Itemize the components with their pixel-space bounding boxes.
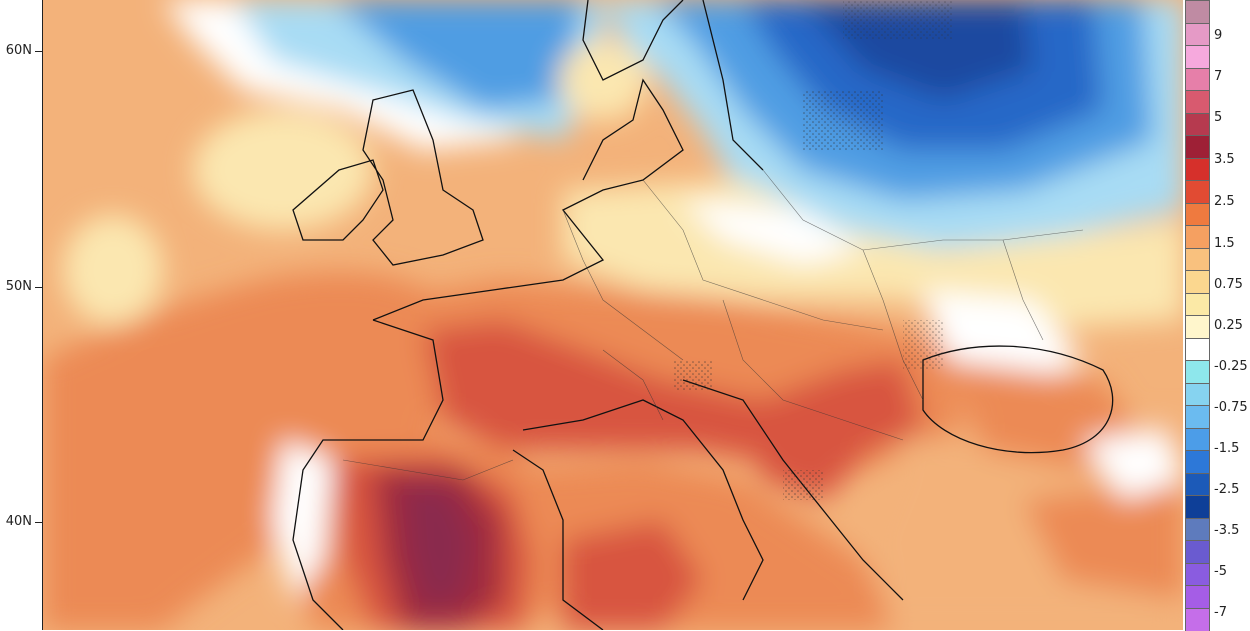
- britain-coast: [362, 89, 484, 266]
- legend-color-swatch: [1185, 337, 1210, 361]
- legend-color-swatch: [1185, 450, 1210, 473]
- balkans-red: [743, 410, 863, 500]
- legend-color-swatch: [1185, 472, 1210, 496]
- latitude-label-50n: 50N: [5, 279, 32, 294]
- legend-color-swatch: [1185, 90, 1210, 113]
- legend-color-swatch: [1185, 270, 1210, 293]
- legend-color-swatch: [1185, 360, 1210, 383]
- border-6: [342, 459, 514, 481]
- stipple-finland: [843, 0, 953, 40]
- legend-label: 2.5: [1214, 194, 1235, 209]
- legend-color-swatch: [1185, 180, 1210, 203]
- portugal-white-coast: [273, 440, 333, 600]
- border-5: [862, 249, 924, 401]
- latitude-tick-40n: [35, 522, 42, 523]
- legend-color-swatch: [1185, 540, 1210, 563]
- legend-label: -3.5: [1214, 523, 1240, 538]
- north-atlantic-pale-zone: [193, 110, 373, 230]
- legend-color-swatch: [1185, 292, 1210, 316]
- stipple-balkans: [783, 470, 823, 500]
- legend-label: 7: [1214, 69, 1223, 84]
- coastlines: [292, 0, 1114, 630]
- legend-label: 0.25: [1214, 318, 1243, 333]
- latitude-tick-60n: [35, 51, 42, 52]
- legend-color-swatch: [1185, 135, 1210, 158]
- latitude-label-60n: 60N: [5, 43, 32, 58]
- stipple-baltic: [803, 90, 883, 150]
- legend-color-swatch: [1185, 112, 1210, 136]
- central-med-red: [563, 520, 703, 630]
- legend-label: 5: [1214, 110, 1223, 125]
- border-7: [1002, 239, 1044, 341]
- legend-color-swatch: [1185, 225, 1210, 248]
- legend-color-swatch: [1185, 405, 1210, 428]
- legend-label: -0.25: [1214, 359, 1248, 374]
- east-white-patch: [1083, 430, 1183, 500]
- iberia-maroon-core: [403, 480, 473, 610]
- legend-color-swatch: [1185, 45, 1210, 68]
- legend-label: 9: [1214, 28, 1223, 43]
- border-3: [762, 169, 1084, 251]
- legend-color-swatch: [1185, 157, 1210, 181]
- legend-color-swatch: [1185, 562, 1210, 586]
- latitude-tick-50n: [35, 287, 42, 288]
- border-1: [562, 209, 684, 361]
- legend-color-swatch: [1185, 382, 1210, 406]
- country-borders: [342, 169, 1084, 481]
- border-4: [722, 299, 904, 441]
- legend-color-swatch: [1185, 202, 1210, 226]
- legend-color-swatch: [1185, 495, 1210, 518]
- norway-coast: [582, 0, 684, 81]
- stipple-moldova: [903, 320, 943, 370]
- legend-color-swatch: [1185, 0, 1210, 23]
- legend-color-swatch: [1185, 585, 1210, 608]
- anomaly-map: [42, 0, 1183, 630]
- legend-color-swatch: [1185, 315, 1210, 338]
- legend-label: 1.5: [1214, 236, 1235, 251]
- iberia-east-coast: [512, 449, 604, 630]
- legend-label: -1.5: [1214, 441, 1240, 456]
- central-white-gap: [683, 200, 863, 265]
- north-sea-blue: [333, 0, 583, 110]
- legend-label: 0.75: [1214, 277, 1243, 292]
- legend-color-swatch: [1185, 607, 1210, 631]
- legend-label: -2.5: [1214, 482, 1240, 497]
- stipple-slovenia: [673, 360, 713, 390]
- legend-label: 3.5: [1214, 152, 1235, 167]
- continent-north-coast: [372, 78, 684, 321]
- latitude-label-40n: 40N: [5, 514, 32, 529]
- sweden-coast: [702, 0, 764, 171]
- legend-color-swatch: [1185, 22, 1210, 46]
- anatolia-orange: [1023, 480, 1183, 600]
- black-sea-coast: [922, 345, 1114, 454]
- italy-west-coast: [522, 399, 764, 601]
- atlantic-pale-blob: [63, 215, 163, 325]
- legend-color-swatch: [1185, 67, 1210, 91]
- legend-color-swatch: [1185, 247, 1210, 271]
- border-2: [642, 179, 884, 331]
- anomaly-map-svg: [43, 0, 1183, 630]
- legend-color-swatch: [1185, 427, 1210, 451]
- border-8: [602, 349, 664, 421]
- legend-color-swatch: [1185, 517, 1210, 541]
- legend-label: -5: [1214, 564, 1227, 579]
- legend-label: -7: [1214, 605, 1227, 620]
- atlantic-orange-zone: [43, 271, 463, 630]
- legend-label: -0.75: [1214, 400, 1248, 415]
- ireland-coast: [292, 159, 384, 241]
- biscay-iberia-coast: [292, 319, 444, 630]
- color-legend: [1183, 0, 1250, 631]
